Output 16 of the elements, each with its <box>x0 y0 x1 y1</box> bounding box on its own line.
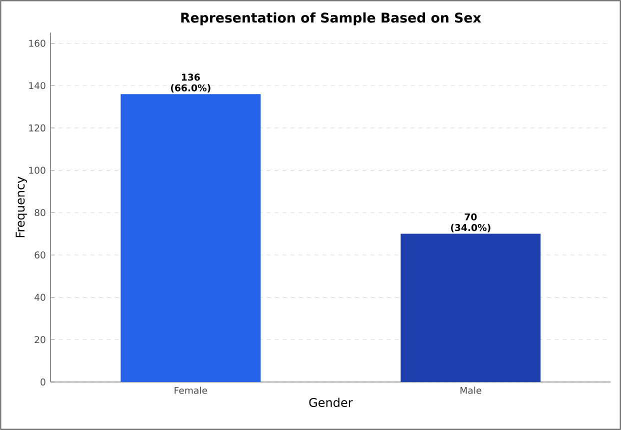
y-tick-label: 160 <box>29 40 46 47</box>
x-axis-title: Gender <box>309 398 353 408</box>
y-axis-title: Frequency <box>16 176 27 238</box>
y-tick-label: 40 <box>34 294 46 301</box>
y-tick-label: 60 <box>34 251 46 258</box>
data-label: 136 (66.0%) <box>171 74 210 92</box>
chart-title: Representation of Sample Based on Sex <box>181 12 482 26</box>
data-label: 70 (34.0%) <box>451 213 490 232</box>
x-tick-label: Male <box>460 386 482 394</box>
x-tick-label: Female <box>174 386 208 394</box>
y-tick-label: 120 <box>29 124 46 132</box>
y-tick-label: 20 <box>34 336 46 344</box>
y-tick-label: 80 <box>34 209 46 216</box>
y-tick-label: 100 <box>29 166 46 174</box>
y-tick-label: 140 <box>29 82 46 90</box>
y-tick-label: 0 <box>40 378 46 386</box>
